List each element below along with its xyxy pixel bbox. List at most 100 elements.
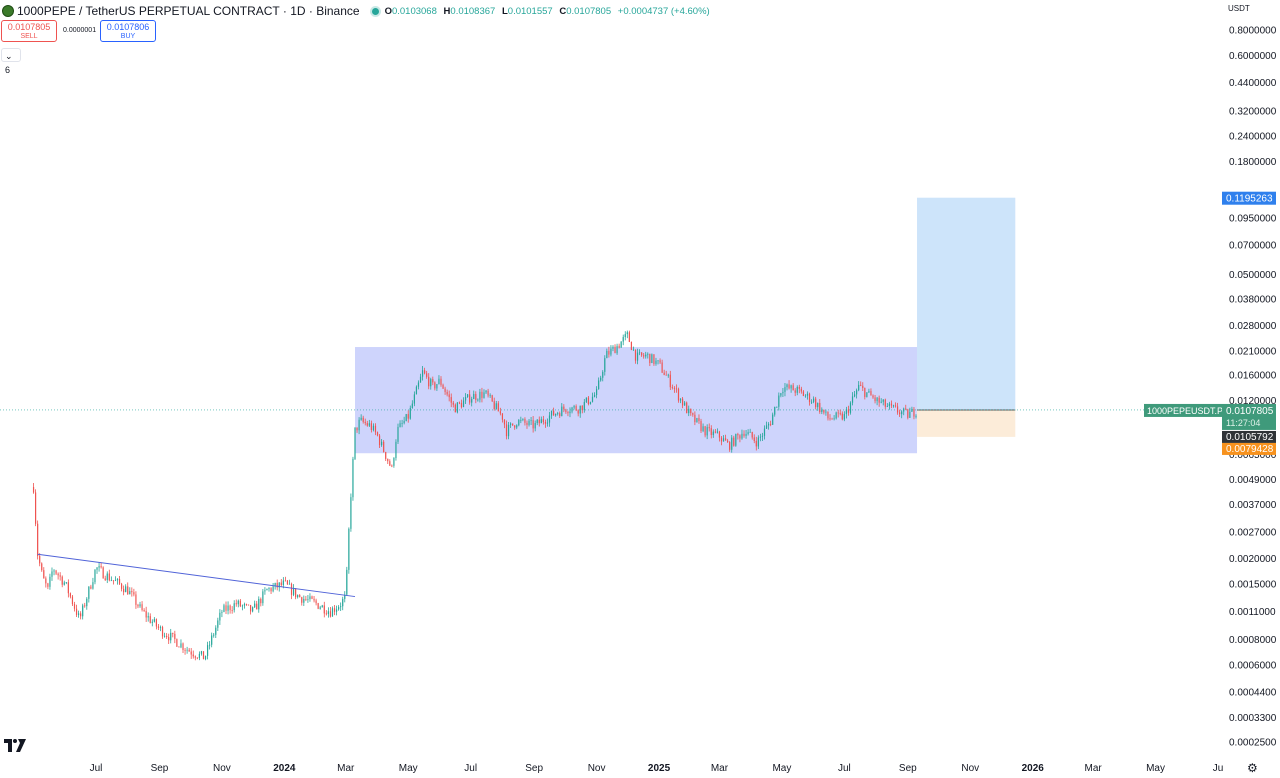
candle-body (458, 402, 461, 404)
candle-body (671, 387, 673, 389)
candle-body (213, 634, 215, 636)
candle-body (344, 594, 346, 599)
candle-body (469, 394, 471, 403)
price-tick-label: 0.0006000 (1229, 660, 1277, 671)
candle-body (288, 583, 291, 585)
price-tick-label: 0.8000000 (1229, 26, 1277, 37)
candle-body (896, 406, 899, 413)
candle-body (53, 570, 55, 572)
candle-body (686, 402, 688, 414)
candle-body (176, 639, 178, 647)
time-tick-label: 2024 (273, 763, 296, 774)
candle-body (399, 423, 401, 427)
currency-label[interactable]: USDT (1228, 4, 1250, 13)
candle-body (96, 567, 98, 570)
candle-body (292, 588, 295, 595)
candle-body (37, 523, 39, 557)
candle-body (315, 600, 317, 604)
long-position-tool (0, 197, 1222, 437)
level-dark-tag: 0.0105792 (1226, 432, 1274, 443)
candle-body (43, 570, 45, 579)
sell-button[interactable]: 0.0107805 SELL (1, 20, 57, 42)
candle-body (528, 420, 530, 425)
candle-body (67, 582, 69, 594)
candle-body (446, 391, 448, 395)
candle-body (581, 405, 583, 411)
candle-body (563, 406, 565, 410)
candle-body (368, 423, 370, 426)
candle-body (524, 419, 526, 423)
candle-body (41, 563, 43, 571)
candle-body (73, 604, 76, 609)
candle-body (684, 402, 686, 406)
price-tick-label: 0.6000000 (1229, 51, 1277, 62)
candle-body (831, 418, 833, 420)
candle-body (821, 409, 823, 412)
trendline-segment (37, 553, 356, 598)
candle-body (886, 406, 888, 407)
candle-body (749, 431, 751, 433)
price-tick-label: 0.0020000 (1229, 554, 1277, 565)
candle-body (192, 654, 194, 657)
indicator-count: 6 (5, 65, 11, 75)
candle-body (567, 412, 569, 414)
candle-body (450, 397, 452, 403)
candle-body (426, 373, 428, 377)
candle-body (622, 337, 624, 342)
candle-body (763, 428, 766, 436)
candle-body (583, 401, 585, 411)
candle-body (669, 374, 671, 388)
candle-body (612, 346, 614, 349)
candle-body (378, 435, 381, 446)
candle-body (114, 580, 117, 582)
candle-body (727, 440, 729, 443)
target-tag-bg (1222, 191, 1276, 205)
candle-body (507, 424, 510, 437)
candle-body (696, 418, 698, 423)
buy-button[interactable]: 0.0107806 BUY (100, 20, 156, 42)
candle-body (608, 350, 610, 355)
price-tick-label: 0.0700000 (1229, 240, 1277, 251)
candle-body (550, 410, 553, 416)
indicators-toggle[interactable]: ⌄ 6 (1, 48, 21, 75)
candle-body (510, 423, 512, 425)
candle-body (735, 434, 737, 446)
countdown-tag: 11:27:04 (1226, 418, 1260, 428)
pepe-coin-icon (2, 5, 14, 17)
candle-body (800, 388, 802, 392)
candle-body (692, 413, 694, 415)
candle-body (270, 588, 272, 592)
candle-body (839, 413, 841, 415)
time-tick-label: Nov (961, 763, 979, 774)
candle-body (849, 402, 852, 413)
candle-body (227, 605, 229, 611)
candle-body (690, 408, 692, 414)
chart-header: 1000PEPE / TetherUS PERPETUAL CONTRACT ·… (2, 3, 714, 19)
candle-body (206, 645, 209, 656)
candle-body (651, 354, 653, 364)
symbol-title[interactable]: 1000PEPE / TetherUS PERPETUAL CONTRACT ·… (17, 4, 360, 18)
candle-body (630, 341, 633, 351)
candle-body (278, 582, 280, 588)
candle-body (679, 398, 682, 401)
candle-body (174, 633, 176, 640)
candle-body (385, 452, 387, 459)
candle-body (534, 422, 536, 429)
candle-body (819, 402, 821, 412)
candle-body (59, 575, 61, 577)
candle-body (659, 360, 661, 363)
candle-body (366, 423, 368, 426)
candle-body (364, 421, 366, 424)
stop-tag: 0.0079428 (1226, 444, 1274, 455)
candle-body (606, 350, 608, 359)
candle-body (860, 384, 862, 386)
candle-body (190, 651, 192, 655)
candle-body (620, 341, 622, 348)
candle-body (903, 408, 905, 412)
candle-body (143, 610, 145, 612)
candle-body (241, 605, 243, 607)
candle-body (737, 434, 739, 436)
time-tick-label: Mar (1084, 763, 1102, 774)
gear-icon[interactable]: ⚙ (1247, 761, 1258, 775)
